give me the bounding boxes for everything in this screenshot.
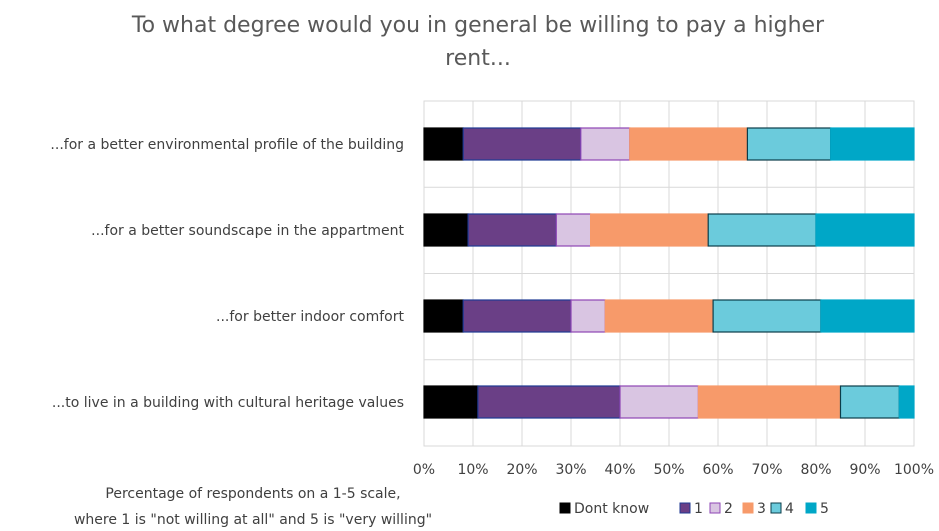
x-tick-label: 70% <box>751 462 782 478</box>
bar-segment <box>423 213 469 247</box>
chart-title-line-2: rent... <box>445 46 511 71</box>
bar-segment <box>629 127 748 161</box>
bar-segment <box>462 299 572 333</box>
bar-segment <box>619 385 700 419</box>
bar-segment <box>462 127 582 161</box>
x-tick-label: 30% <box>555 462 586 478</box>
x-tick-label: 90% <box>849 462 880 478</box>
legend-label: 1 <box>694 501 703 517</box>
bar-segment <box>746 127 832 161</box>
note-line-1: Percentage of respondents on a 1-5 scale… <box>105 486 400 502</box>
x-tick-labels: 0% 10% 20% 30% 40% 50% 60% 70% 80% 90% 100% <box>413 462 934 478</box>
chart-title-line-1: To what degree would you in general be w… <box>131 13 825 38</box>
x-tick-label: 80% <box>800 462 831 478</box>
bar-segment <box>707 213 817 247</box>
x-tick-label: 10% <box>457 462 488 478</box>
bar-segment <box>570 299 606 333</box>
bar-segment <box>830 127 915 161</box>
legend-swatch <box>679 502 691 514</box>
bar-segment <box>604 299 714 333</box>
legend-swatch <box>742 502 754 514</box>
bar-segment <box>423 127 464 161</box>
bar-segment <box>589 213 709 247</box>
category-label: ...for a better environmental profile of… <box>50 137 404 153</box>
bar-segment <box>423 385 479 419</box>
bar-segment <box>555 213 592 247</box>
bar-segment <box>839 385 900 419</box>
legend-label: 2 <box>724 501 733 517</box>
legend-label: 3 <box>757 501 766 517</box>
bar-segment <box>815 213 915 247</box>
bar-segment <box>477 385 621 419</box>
category-label: ...for better indoor comfort <box>216 309 404 325</box>
legend-label: 5 <box>820 501 829 517</box>
legend-swatch <box>805 502 817 514</box>
category-labels: ...for a better environmental profile of… <box>50 137 404 411</box>
bar-segment <box>697 385 842 419</box>
legend-label: 4 <box>785 501 794 517</box>
bar-segment <box>467 213 557 247</box>
x-tick-label: 0% <box>413 462 435 478</box>
legend-swatch <box>709 502 721 514</box>
bar-segment <box>898 385 915 419</box>
x-tick-label: 40% <box>604 462 635 478</box>
x-tick-label: 100% <box>894 462 934 478</box>
legend-swatch <box>559 502 571 514</box>
x-tick-label: 50% <box>653 462 684 478</box>
note-line-2: where 1 is "not willing at all" and 5 is… <box>74 512 432 528</box>
bar-segment <box>423 299 464 333</box>
legend-label: Dont know <box>574 501 649 517</box>
bar-segment <box>712 299 822 333</box>
bar-segment <box>820 299 915 333</box>
x-tick-label: 60% <box>702 462 733 478</box>
category-label: ...for a better soundscape in the appart… <box>91 223 404 239</box>
x-tick-label: 20% <box>506 462 537 478</box>
category-label: ...to live in a building with cultural h… <box>52 395 404 411</box>
bars <box>423 127 915 419</box>
bar-segment <box>580 127 631 161</box>
legend-swatch <box>770 502 782 514</box>
legend: Dont know 1 2 3 4 5 <box>559 501 829 517</box>
